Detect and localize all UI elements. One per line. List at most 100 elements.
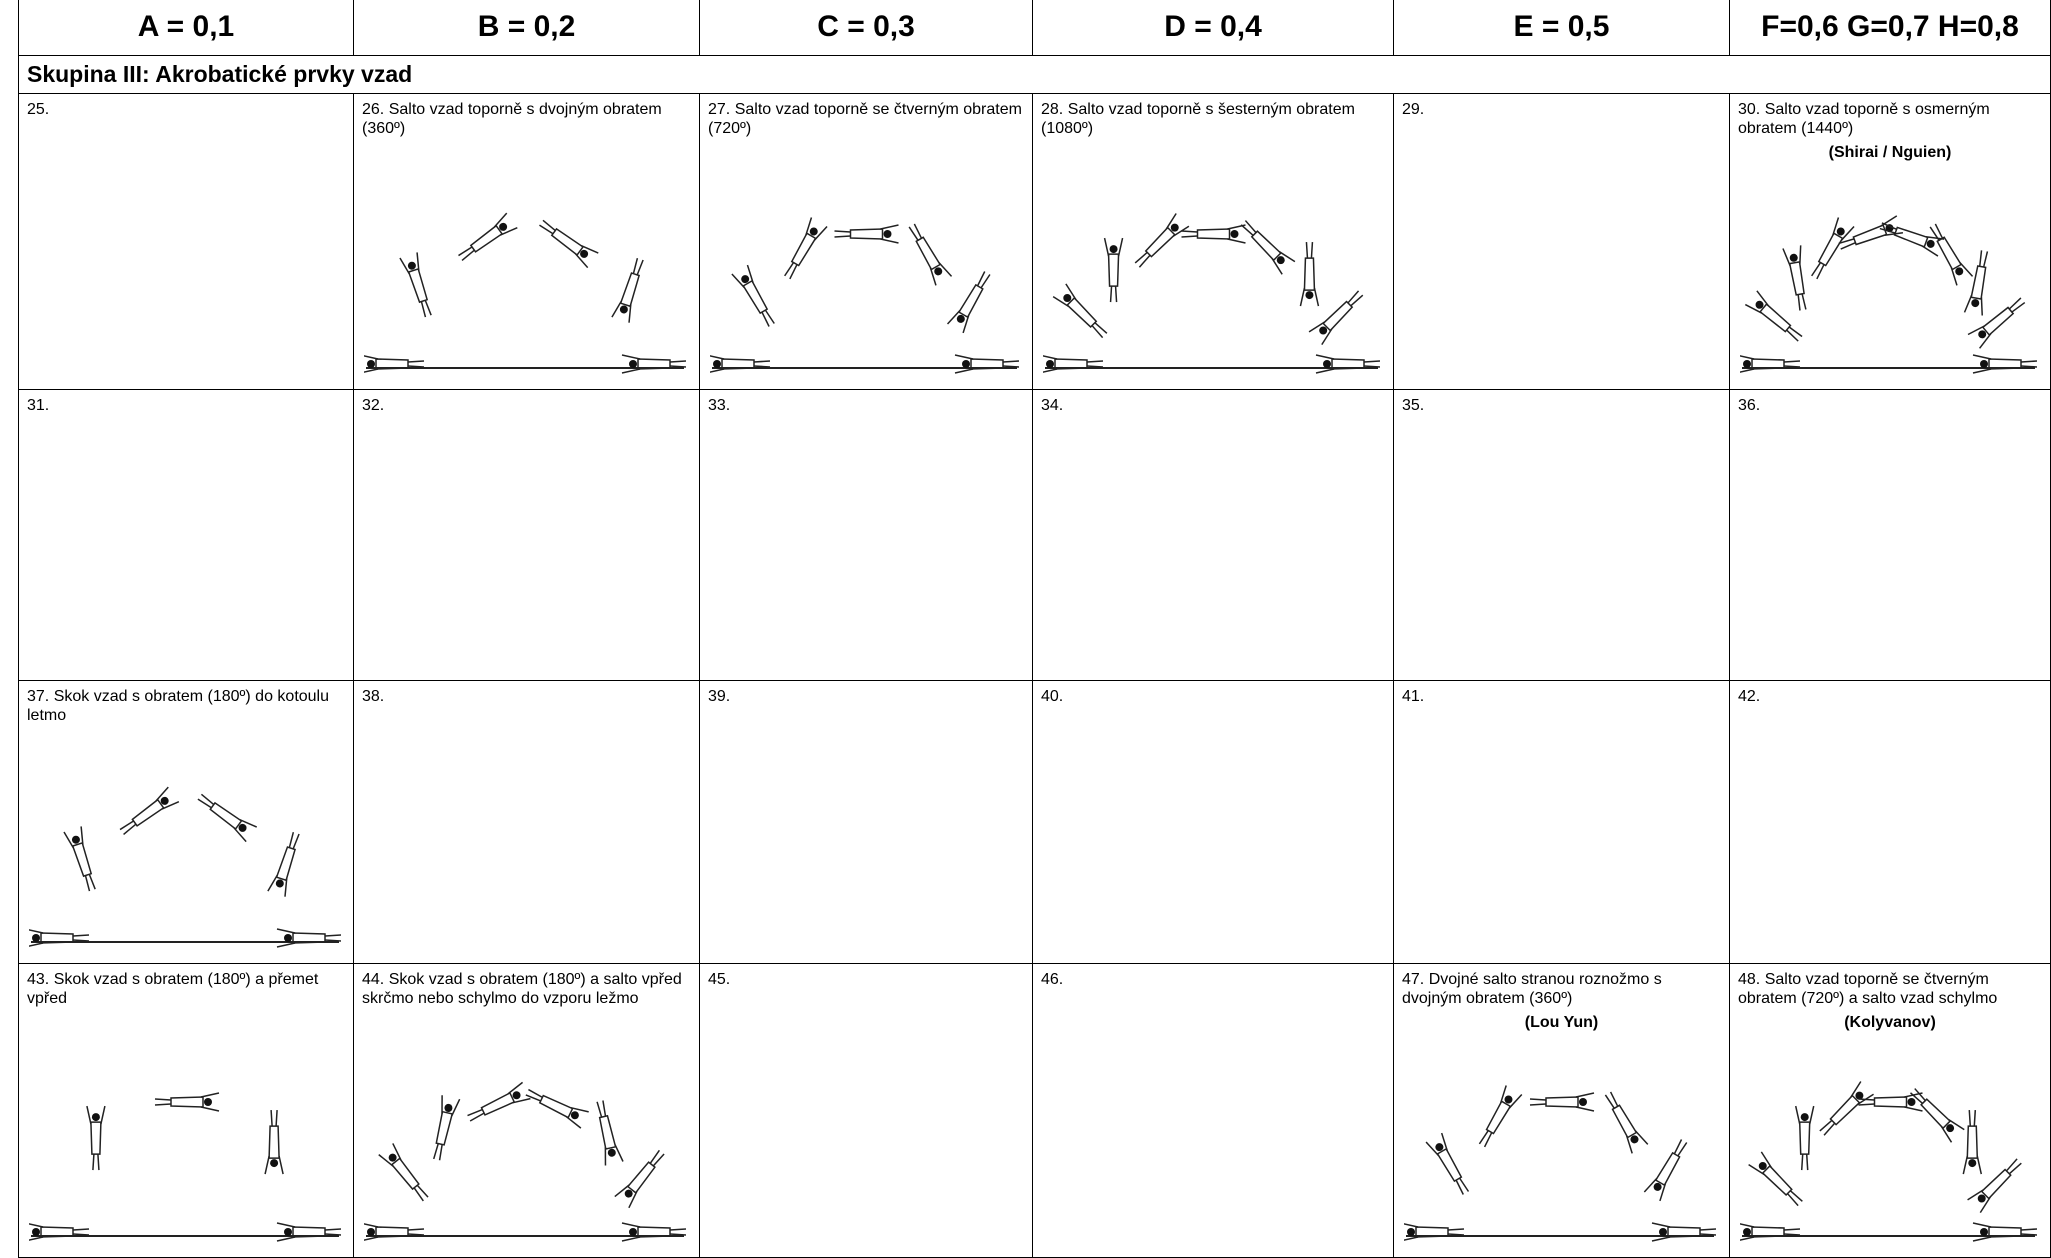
sketch-part (1967, 325, 1985, 336)
sketch-part (1315, 354, 1335, 360)
sketch-part (1936, 236, 1963, 271)
sketch-part (1929, 223, 1974, 286)
sketch-part (29, 1236, 44, 1242)
sketch-part (1782, 248, 1791, 266)
sketch-part (80, 826, 84, 845)
sketch-part (962, 360, 970, 368)
sketch-part (270, 1159, 279, 1168)
sketch-part (1838, 215, 1904, 250)
cell-text: 31. (27, 397, 50, 414)
sketch-part (880, 238, 899, 244)
sketch-part (1181, 224, 1246, 244)
sketch-part (1836, 227, 1845, 236)
sketch-part (1879, 227, 1896, 234)
sketch-part (1976, 1155, 1983, 1175)
sketch-part (1841, 225, 1855, 241)
sketch-part (1816, 264, 1825, 280)
sketch-part (1855, 1091, 1864, 1100)
sketch-part (1962, 1110, 1983, 1175)
sketch-part (1529, 1092, 1595, 1112)
sketch-part (1250, 230, 1282, 262)
sketch-part (1761, 1164, 1793, 1197)
table-cell: 30. Salto vzad toporně s osmerným obrate… (1730, 94, 2051, 390)
sketch-part (63, 826, 96, 892)
sketch-part (970, 358, 1004, 370)
sketch-part (1435, 1143, 1444, 1152)
sketch-part (614, 1144, 624, 1162)
sketch-part (1651, 1236, 1671, 1242)
sketch-part (1575, 1106, 1595, 1112)
sketch-part (849, 228, 884, 240)
sketch-part (433, 1095, 461, 1161)
sketch-part (435, 1110, 454, 1146)
sketch-part (721, 358, 755, 370)
sketch-part (512, 1097, 531, 1104)
sketch-part (1751, 358, 1785, 370)
sketch-part (1321, 328, 1333, 346)
sketch-part (1971, 299, 1980, 308)
sketch-part (458, 246, 473, 257)
sketch-part (268, 1125, 280, 1159)
sketch-part (1630, 1135, 1639, 1144)
sketch-part (1575, 1092, 1595, 1098)
sketch-part (1805, 1154, 1809, 1171)
sketch-part (1972, 368, 1992, 374)
sketch-part (1852, 224, 1888, 246)
sketch-part (1499, 1085, 1507, 1104)
sketch-part (1832, 217, 1840, 236)
sketch-part (929, 267, 937, 286)
sketch-part (367, 1228, 375, 1236)
sketch-part (1529, 1098, 1547, 1101)
sketch-part (1988, 358, 2022, 370)
sketch-part (1478, 1130, 1489, 1145)
sketch-part (364, 368, 379, 374)
sketch-part (1783, 1228, 1801, 1231)
sketch-part (1980, 360, 1988, 368)
illustration (29, 786, 341, 948)
sketch-part (1319, 326, 1328, 335)
sketch-part (1966, 1125, 1979, 1159)
sketch-part (1904, 1106, 1923, 1112)
sketch-part (1659, 1228, 1667, 1236)
section-title: Skupina III: Akrobatické prvky vzad (18, 56, 2051, 94)
sketch-part (1404, 1236, 1419, 1242)
sketch-part (40, 932, 74, 944)
sketch-part (86, 1105, 106, 1171)
sketch-part (1271, 258, 1283, 275)
sketch-part (789, 264, 798, 280)
sketch-part (596, 1100, 624, 1166)
sketch-part (784, 217, 828, 280)
sketch-part (1963, 295, 1973, 313)
sketch-part (1973, 1110, 1977, 1127)
sketch-part (72, 1233, 90, 1236)
sketch-part (275, 846, 296, 882)
sketch-part (614, 1149, 665, 1209)
table-cell: 35. (1394, 390, 1730, 681)
sketch-part (742, 279, 769, 315)
sketch-part (1914, 1088, 1926, 1102)
sketch-part (834, 230, 851, 233)
sketch-part (1114, 286, 1118, 303)
sketch-part (962, 315, 970, 334)
sketch-part (324, 1228, 341, 1231)
sketch-part (399, 252, 432, 318)
sketch-part (1063, 293, 1072, 302)
sketch-part (1881, 222, 1897, 230)
sketch-part (525, 1088, 589, 1129)
sketch-part (1873, 1096, 1908, 1108)
sketch-part (388, 1153, 397, 1162)
cell-text: 45. (708, 971, 731, 988)
sketch-part (209, 801, 243, 831)
sketch-part (809, 227, 818, 236)
sketch-part (1651, 1222, 1671, 1228)
sketch-part (1455, 1179, 1464, 1195)
sketch-part (197, 793, 258, 843)
sketch-part (367, 360, 375, 368)
sketch-part (669, 360, 686, 363)
sketch-part (1800, 1154, 1804, 1171)
sketch-part (123, 823, 137, 836)
sketch-part (413, 1187, 424, 1202)
sketch-part (364, 1222, 425, 1242)
sketch-part (378, 1143, 429, 1202)
sketch-part (1980, 1228, 1988, 1236)
